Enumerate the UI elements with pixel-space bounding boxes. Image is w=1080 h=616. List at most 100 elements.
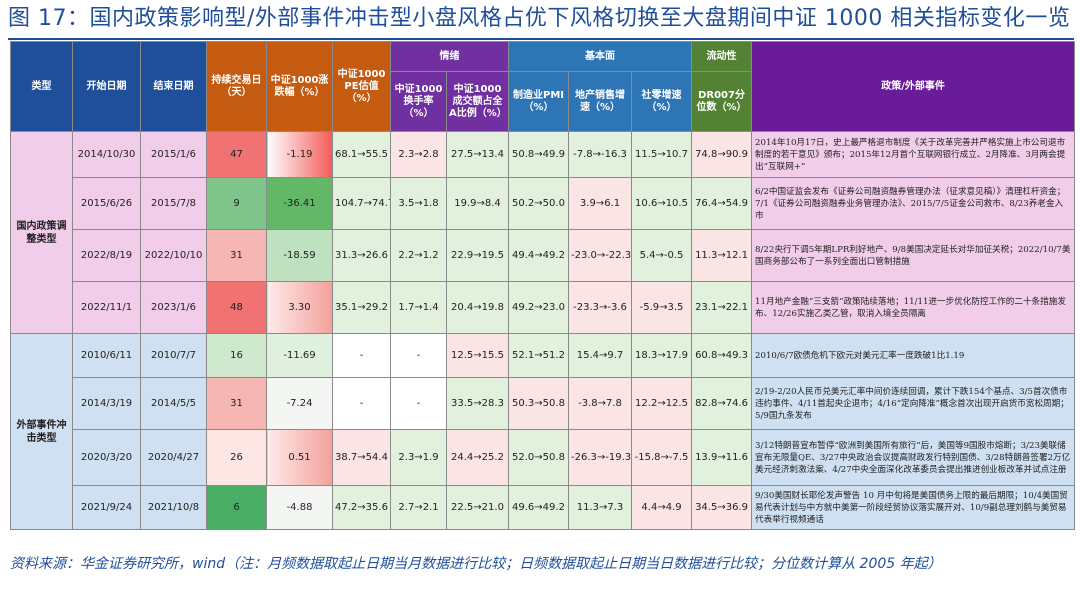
cell-change: -36.41 xyxy=(266,177,333,230)
cell-turnover: - xyxy=(390,377,447,430)
cell-start-date: 2015/6/26 xyxy=(72,177,141,230)
cell-change: -18.59 xyxy=(266,229,333,282)
cell-pmi: 49.4→49.2 xyxy=(508,229,569,282)
cell-retail: 10.6→10.5 xyxy=(630,177,693,230)
cell-change: 3.30 xyxy=(266,281,333,334)
cell-turnover: 2.3→1.9 xyxy=(390,429,447,486)
cell-start-date: 2014/3/19 xyxy=(72,377,141,430)
cell-pmi: 50.2→50.0 xyxy=(508,177,569,230)
cell-event: 11月地产金融“三支箭”政策陆续落地；11/11进一步优化防控工作的二十条措施发… xyxy=(751,281,1076,334)
table-row: 国内政策调整类型 2014/10/30 2015/1/6 47 -1.19 68.1→55… xyxy=(10,131,1076,334)
header-end-date: 结束日期 xyxy=(140,41,207,132)
cell-pmi: 50.3→50.8 xyxy=(508,377,569,430)
header-duration: 持续交易日（天） xyxy=(206,41,267,132)
cell-realestate: -23.3→-3.6 xyxy=(568,281,632,334)
cell-pe: - xyxy=(332,333,391,378)
cell-turnover: 2.2→1.2 xyxy=(390,229,447,282)
cell-dr007: 13.9→11.6 xyxy=(691,429,753,486)
header-change: 中证1000涨跌幅（%） xyxy=(266,41,333,132)
cell-volume-share: 27.5→13.4 xyxy=(446,131,509,178)
cell-duration: 31 xyxy=(206,229,267,282)
header-start-date: 开始日期 xyxy=(72,41,141,132)
cell-duration: 48 xyxy=(206,281,267,334)
cell-end-date: 2021/10/8 xyxy=(140,485,207,530)
cell-end-date: 2014/5/5 xyxy=(140,377,207,430)
header-volume-share: 中证1000成交额占全A比例（%） xyxy=(446,71,509,132)
table-row: 2022/11/1 2023/1/6 48 3.30 35.1→29.2 1.7→1.4 2… xyxy=(11,281,1076,334)
cell-realestate: -26.3→-19.3 xyxy=(568,429,632,486)
table-row: 2022/8/19 2022/10/10 31 -18.59 31.3→26.6 2.2→… xyxy=(11,229,1076,282)
cell-change: -7.24 xyxy=(266,377,333,430)
cell-event: 3/12特朗普宣布暂停“欧洲到美国所有旅行”后，美国等9国股市熔断；3/23美联… xyxy=(751,429,1076,486)
cell-start-date: 2021/9/24 xyxy=(72,485,141,530)
header-events: 政策/外部事件 xyxy=(751,41,1076,132)
cell-retail: 5.4→-0.5 xyxy=(630,229,693,282)
indicator-table: 类型 开始日期 结束日期 持续交易日（天） 中证1000涨跌幅（%） 中证100… xyxy=(10,41,1076,530)
cell-realestate: 15.4→9.7 xyxy=(568,333,632,378)
header-turnover: 中证1000换手率（%） xyxy=(390,71,447,132)
cell-duration: 9 xyxy=(206,177,267,230)
cell-pmi: 49.2→23.0 xyxy=(508,281,569,334)
cell-end-date: 2023/1/6 xyxy=(140,281,207,334)
source-footnote: 资料来源：华金证券研究所，wind（注：月频数据取起止日期当月数据进行比较；日频… xyxy=(10,556,942,572)
cell-volume-share: 22.5→21.0 xyxy=(446,485,509,530)
cell-end-date: 2015/1/6 xyxy=(140,131,207,178)
cell-dr007: 82.8→74.6 xyxy=(691,377,753,430)
cell-pmi: 50.8→49.9 xyxy=(508,131,569,178)
header-retail: 社零增速（%） xyxy=(630,71,693,132)
table-row: 外部事件冲击类型 2010/6/11 2010/7/7 16 -11.69- -12.5→… xyxy=(10,333,1076,530)
cell-change: 0.51 xyxy=(266,429,333,486)
cell-retail: 4.4→4.9 xyxy=(630,485,693,530)
table-row: 2014/3/19 2014/5/5 31 -7.24- -33.5→28.3 50.3→… xyxy=(11,377,1076,430)
header-liquidity-group: 流动性 xyxy=(691,41,753,72)
cell-event: 2014年10月17日，史上最严格退市制度《关于改革完善并严格实施上市公司退市制… xyxy=(751,131,1076,178)
cell-event: 6/2中国证监会发布《证券公司融资融券管理办法（征求意见稿）》清理杠杆资金；7/… xyxy=(751,177,1076,230)
cell-turnover: 3.5→1.8 xyxy=(390,177,447,230)
cell-pe: 47.2→35.6 xyxy=(332,485,391,530)
cell-event: 9/30美国财长耶伦发声警告 10 月中旬将是美国债务上限的最后期限；10/4美… xyxy=(751,485,1076,530)
cell-volume-share: 20.4→19.8 xyxy=(446,281,509,334)
cell-pe: 104.7→74.7 xyxy=(332,177,391,230)
cell-pmi: 52.0→50.8 xyxy=(508,429,569,486)
cell-event: 2010/6/7欧债危机下欧元对美元汇率一度跌破1比1.19 xyxy=(751,333,1076,378)
cell-retail: 11.5→10.7 xyxy=(630,131,693,178)
cell-dr007: 60.8→49.3 xyxy=(691,333,753,378)
cell-pe: 31.3→26.6 xyxy=(332,229,391,282)
cell-start-date: 2010/6/11 xyxy=(72,333,141,378)
cell-realestate: 11.3→7.3 xyxy=(568,485,632,530)
cell-retail: -15.8→-7.5 xyxy=(630,429,693,486)
cell-pe: 35.1→29.2 xyxy=(332,281,391,334)
cell-change: -11.69 xyxy=(266,333,333,378)
cell-pmi: 49.6→49.2 xyxy=(508,485,569,530)
cell-end-date: 2010/7/7 xyxy=(140,333,207,378)
cell-start-date: 2014/10/30 xyxy=(72,131,141,178)
cell-duration: 16 xyxy=(206,333,267,378)
group-label: 外部事件冲击类型 xyxy=(10,333,73,530)
cell-retail: -5.9→3.5 xyxy=(630,281,693,334)
cell-realestate: -3.8→7.8 xyxy=(568,377,632,430)
cell-realestate: -23.0→-22.3 xyxy=(568,229,632,282)
table-row: 2020/3/20 2020/4/27 26 0.51 38.7→54.4 2.3→1.9… xyxy=(11,429,1076,486)
header-pmi: 制造业PMI（%） xyxy=(508,71,569,132)
cell-turnover: 2.3→2.8 xyxy=(390,131,447,178)
cell-change: -4.88 xyxy=(266,485,333,530)
cell-turnover: 1.7→1.4 xyxy=(390,281,447,334)
cell-pe: 38.7→54.4 xyxy=(332,429,391,486)
cell-dr007: 23.1→22.1 xyxy=(691,281,753,334)
cell-event: 2/19-2/20人民币兑美元汇率中间价连续回调，累计下跌154个基点、3/5首… xyxy=(751,377,1076,430)
cell-dr007: 76.4→54.9 xyxy=(691,177,753,230)
cell-volume-share: 19.9→8.4 xyxy=(446,177,509,230)
header-fundamentals-group: 基本面 xyxy=(507,41,693,72)
cell-realestate: -7.8→-16.3 xyxy=(568,131,632,178)
cell-dr007: 34.5→36.9 xyxy=(691,485,753,530)
cell-turnover: - xyxy=(390,333,447,378)
cell-start-date: 2020/3/20 xyxy=(72,429,141,486)
cell-turnover: 2.7→2.1 xyxy=(390,485,447,530)
cell-duration: 26 xyxy=(206,429,267,486)
cell-volume-share: 12.5→15.5 xyxy=(446,333,509,378)
cell-pe: - xyxy=(332,377,391,430)
title-divider xyxy=(8,38,1074,40)
cell-change: -1.19 xyxy=(266,131,333,178)
cell-volume-share: 22.9→19.5 xyxy=(446,229,509,282)
cell-retail: 12.2→12.5 xyxy=(630,377,693,430)
